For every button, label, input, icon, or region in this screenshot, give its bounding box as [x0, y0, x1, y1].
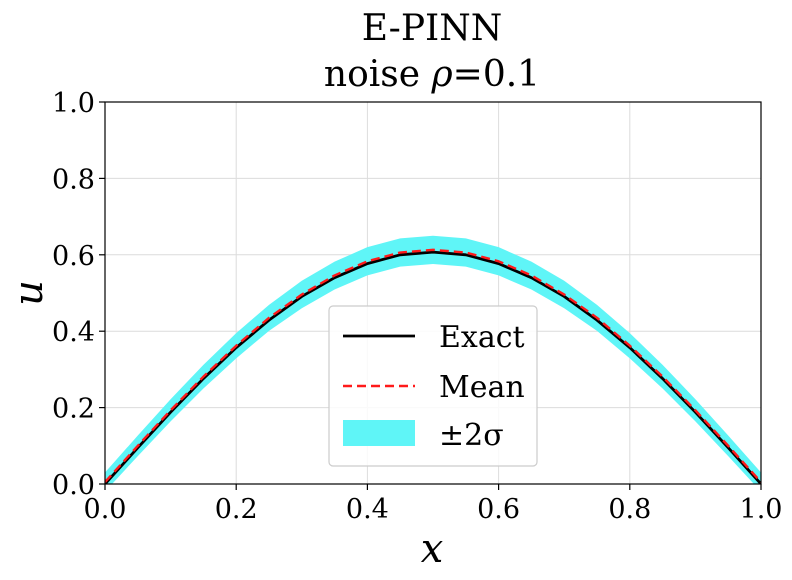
legend-handle-band	[343, 420, 415, 446]
series-line-mean	[105, 248, 761, 483]
axis-ticks: 0.0 0.2 0.4 0.6 0.8 1.0 0.0 0.2 0.4 0.6 0.8 1.0	[52, 88, 782, 525]
legend-label: Mean	[439, 370, 525, 405]
y-tick-label: 0.8	[52, 164, 95, 195]
x-tick-label: 0.6	[477, 494, 520, 525]
x-tick-label: 0.8	[608, 494, 651, 525]
x-axis-label: x	[421, 526, 444, 572]
y-tick-label: 1.0	[52, 88, 95, 119]
y-tick-label: 0.0	[52, 470, 95, 501]
x-tick-label: 0.4	[346, 494, 389, 525]
chart-subtitle: noise ρ=0.1	[324, 54, 540, 95]
x-tick-label: 0.0	[84, 494, 127, 525]
subtitle-symbol: ρ	[431, 54, 453, 95]
series-line-exact	[105, 250, 761, 484]
y-tick-label: 0.4	[52, 317, 95, 348]
subtitle-prefix: noise	[324, 54, 432, 95]
series-lines	[105, 248, 761, 484]
legend-label: ±2σ	[439, 418, 504, 453]
legend-label: Exact	[439, 320, 525, 355]
plot-frame	[104, 101, 762, 485]
x-tick-label: 0.2	[215, 494, 258, 525]
subtitle-suffix: =0.1	[453, 54, 540, 95]
y-tick-label: 0.6	[52, 241, 95, 272]
chart-title: E-PINN	[362, 8, 503, 49]
x-tick-label: 1.0	[740, 494, 783, 525]
y-tick-label: 0.2	[52, 394, 95, 425]
legend: Exact Mean ±2σ	[328, 305, 538, 467]
y-axis-label: u	[6, 280, 52, 306]
